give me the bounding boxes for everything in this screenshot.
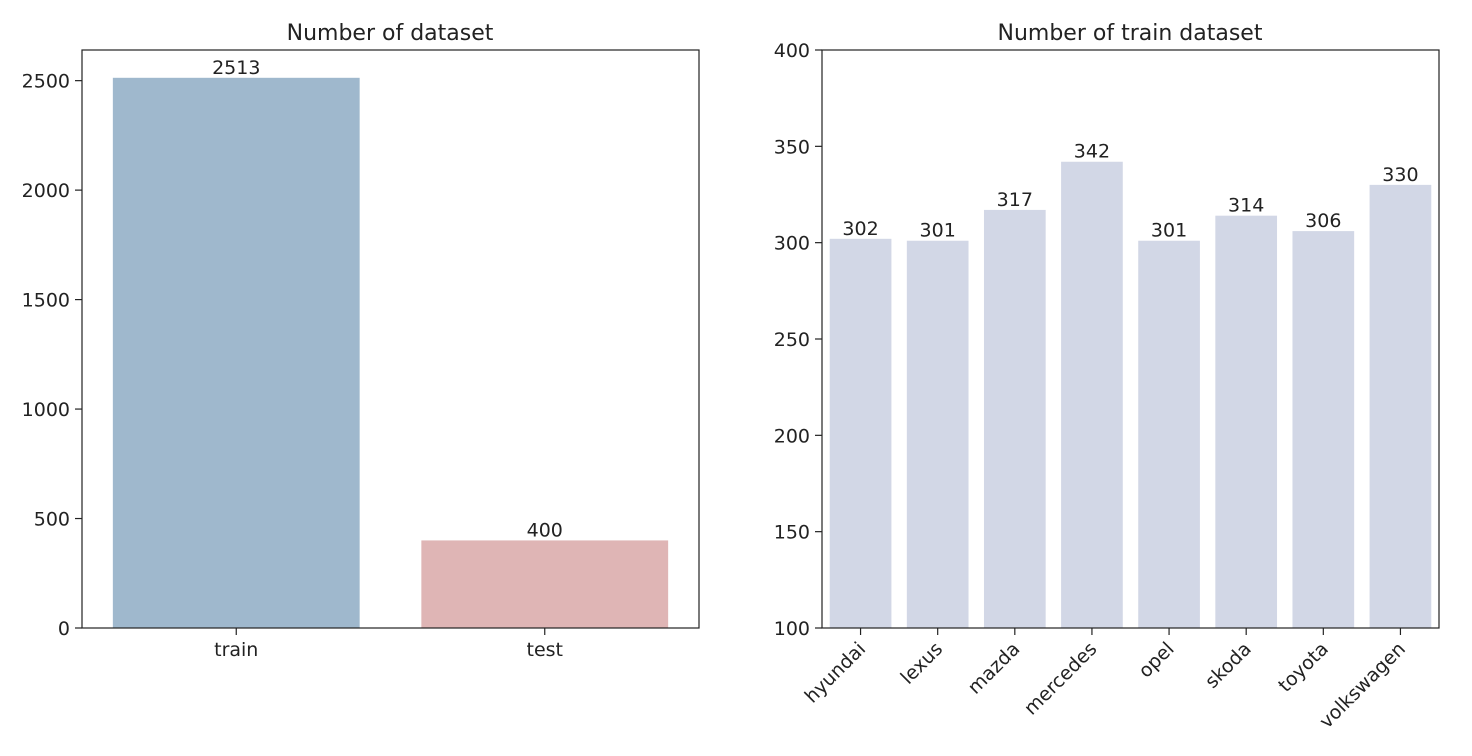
- x-tick-label-opel: opel: [1134, 638, 1178, 682]
- data-label-test: 400: [527, 519, 563, 541]
- y-tick-label: 2000: [22, 180, 70, 202]
- bars-group: [829, 161, 1432, 629]
- data-label-mazda: 317: [997, 189, 1033, 211]
- bar-mercedes: [1061, 161, 1123, 628]
- data-labels-group: 302 301 317 342 301 314 306 330: [842, 141, 1418, 242]
- bar-lexus: [906, 240, 969, 629]
- data-label-toyota: 306: [1305, 210, 1341, 232]
- bar-mazda: [983, 209, 1046, 628]
- plot-frame: [81, 49, 700, 629]
- y-tick-label: 150: [774, 522, 810, 544]
- data-label-skoda: 314: [1228, 195, 1264, 217]
- y-tick-label: 2500: [22, 71, 70, 93]
- x-tick-label-mazda: mazda: [964, 638, 1025, 699]
- y-axis: 0 500 1000 1500 2000 2500: [22, 71, 82, 640]
- x-tick-label-skoda: skoda: [1201, 638, 1256, 693]
- chart-number-of-train-dataset: Number of train dataset 302 3013173423013…: [774, 21, 1440, 733]
- x-axis: train test: [214, 628, 563, 661]
- data-label-lexus: 301: [920, 220, 956, 242]
- y-tick-label: 0: [58, 618, 70, 640]
- x-tick-label-test: test: [527, 639, 564, 661]
- x-tick-label-hyundai: hyundai: [801, 638, 871, 708]
- data-labels-group: 2513 400: [212, 57, 563, 542]
- y-tick-label: 500: [34, 509, 70, 531]
- data-label-train: 2513: [212, 57, 260, 79]
- x-tick-label-mercedes: mercedes: [1020, 638, 1102, 720]
- plot-frame: [821, 49, 1440, 629]
- y-tick-label: 250: [774, 329, 810, 351]
- y-tick-label: 100: [774, 618, 810, 640]
- bar-opel: [1138, 240, 1200, 629]
- bar-test: [421, 540, 669, 628]
- y-tick-label: 350: [774, 136, 810, 158]
- bar-volkswagen: [1369, 184, 1432, 628]
- y-tick-label: 1500: [22, 290, 70, 312]
- bar-skoda: [1215, 215, 1278, 628]
- bar-hyundai: [829, 238, 892, 628]
- y-tick-label: 300: [774, 233, 810, 255]
- chart-title: Number of train dataset: [998, 21, 1263, 46]
- y-tick-label: 200: [774, 425, 810, 447]
- data-label-volkswagen: 330: [1382, 164, 1418, 186]
- data-label-hyundai: 302: [842, 218, 878, 240]
- data-label-opel: 301: [1151, 220, 1187, 242]
- x-tick-label-train: train: [214, 639, 258, 661]
- bar-train: [112, 77, 360, 629]
- bars-group: [112, 77, 669, 629]
- y-tick-label: 400: [774, 40, 810, 62]
- y-tick-label: 1000: [22, 399, 70, 421]
- data-label-mercedes: 342: [1074, 141, 1110, 163]
- chart-number-of-dataset: Number of dataset 2513 400 0 500 1000 1500 20…: [22, 21, 700, 661]
- y-axis: 100 150 200 250 300 350 400: [774, 40, 822, 640]
- x-tick-label-toyota: toyota: [1274, 638, 1333, 697]
- bar-toyota: [1292, 231, 1355, 628]
- chart-title: Number of dataset: [287, 21, 494, 46]
- x-tick-label-lexus: lexus: [896, 638, 947, 689]
